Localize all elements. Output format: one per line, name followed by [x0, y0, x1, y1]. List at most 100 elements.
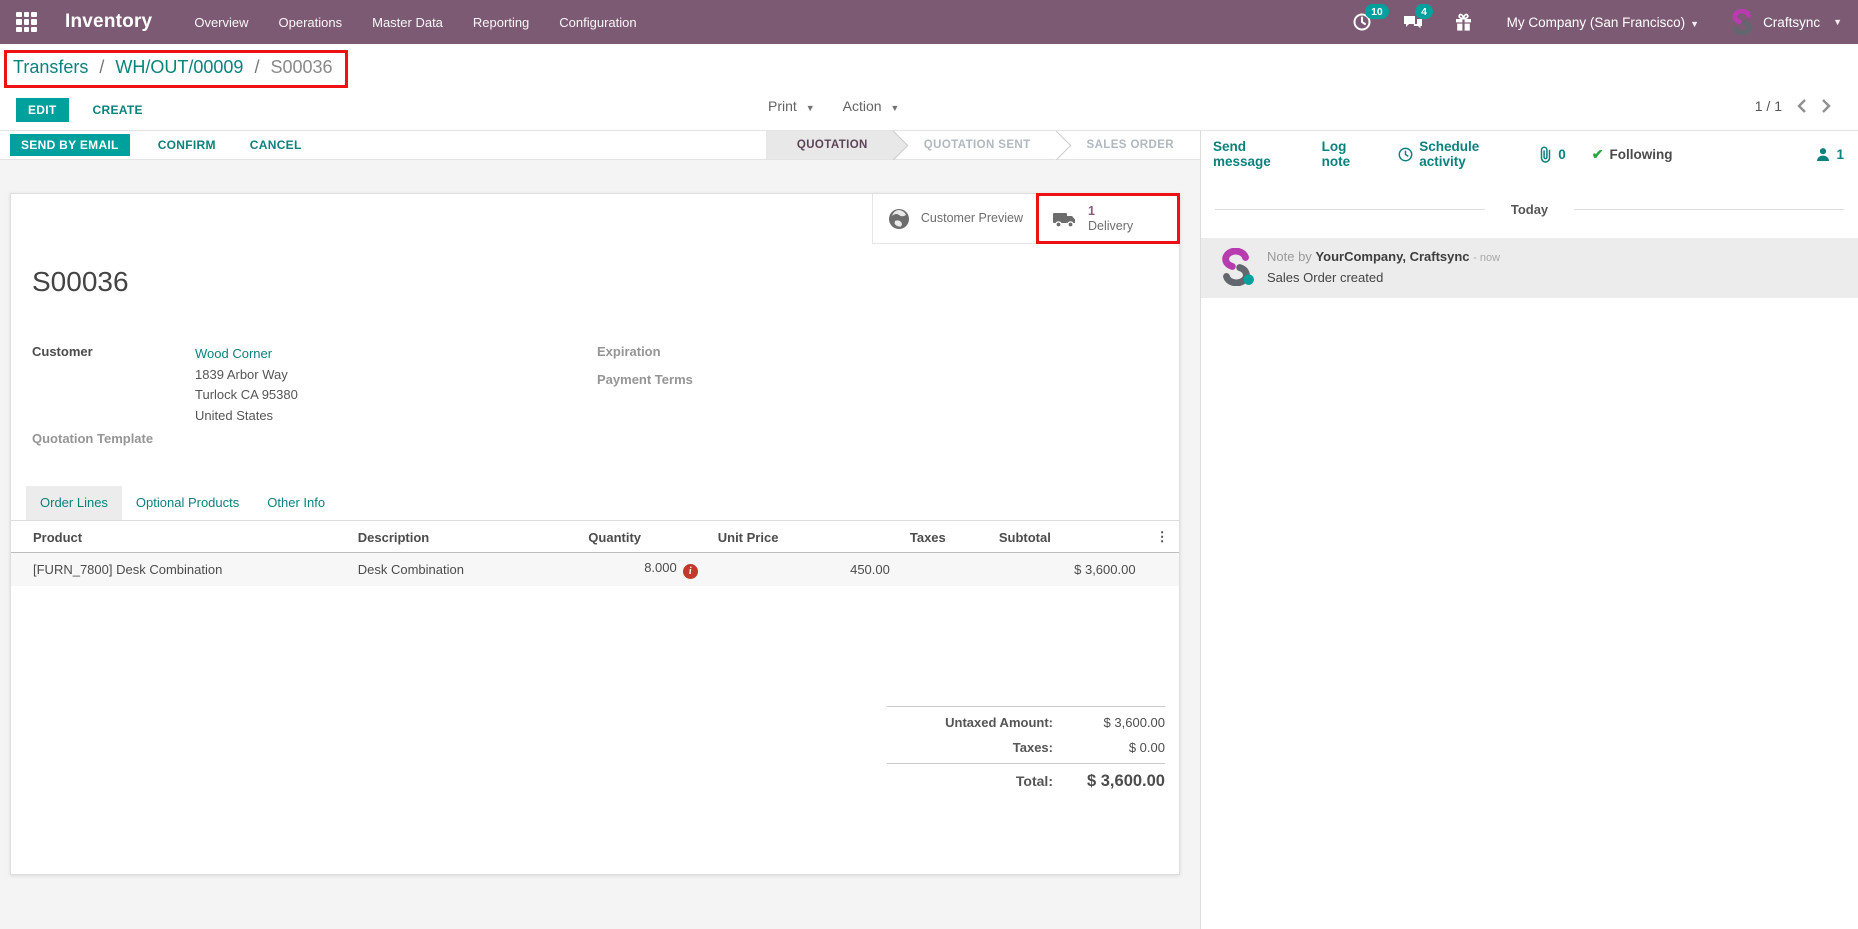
attachment-count: 0 — [1558, 146, 1566, 162]
message-author[interactable]: YourCompany, Craftsync — [1315, 249, 1470, 264]
payment-terms-label: Payment Terms — [597, 372, 693, 387]
menu-overview[interactable]: Overview — [194, 14, 249, 30]
gift-icon — [1454, 12, 1473, 32]
form-background: Customer Preview 1 Delivery S00036 C — [0, 160, 1200, 929]
quotation-template-label: Quotation Template — [32, 431, 154, 446]
notebook-tabs: Order Lines Optional Products Other Info — [11, 486, 1179, 521]
clock-outline-icon — [1398, 147, 1413, 162]
customer-label: Customer — [32, 344, 93, 359]
attachments-button[interactable]: 0 — [1538, 146, 1566, 163]
breadcrumb-transfers[interactable]: Transfers — [13, 57, 89, 77]
company-switcher[interactable]: My Company (San Francisco) ▼ — [1506, 14, 1700, 30]
message-time: - now — [1473, 252, 1501, 264]
cell-description[interactable]: Desk Combination — [357, 562, 464, 577]
gift-button[interactable] — [1454, 12, 1473, 32]
chatter-message[interactable]: Note by YourCompany, Craftsync - now Sal… — [1201, 238, 1858, 298]
taxes-value: $ 0.00 — [1128, 740, 1165, 755]
column-header-unit-price[interactable]: Unit Price — [707, 521, 900, 553]
menu-operations[interactable]: Operations — [278, 14, 343, 30]
send-by-email-button[interactable]: SEND BY EMAIL — [10, 134, 130, 156]
tab-order-lines[interactable]: Order Lines — [26, 486, 122, 520]
statusbar: SEND BY EMAIL CONFIRM CANCEL QUOTATION Q… — [0, 131, 1200, 160]
cancel-button[interactable]: CANCEL — [244, 137, 308, 153]
chevron-down-icon: ▼ — [890, 103, 900, 113]
cell-subtotal[interactable]: $ 3,600.00 — [1074, 562, 1136, 577]
user-avatar — [1729, 9, 1755, 35]
breadcrumb-current: S00036 — [270, 57, 333, 77]
schedule-activity-button[interactable]: Schedule activity — [1398, 139, 1510, 169]
cell-unit-price[interactable]: 450.00 — [850, 562, 890, 577]
delivery-smart-button[interactable]: 1 Delivery — [1036, 193, 1180, 244]
customer-link[interactable]: Wood Corner — [195, 346, 273, 361]
delivery-count: 1 — [1088, 204, 1095, 219]
column-header-description[interactable]: Description — [347, 521, 579, 553]
column-header-taxes[interactable]: Taxes — [899, 521, 989, 553]
smart-buttons: Customer Preview 1 Delivery — [871, 193, 1180, 244]
print-dropdown[interactable]: Print ▼ — [768, 98, 815, 114]
log-note-button[interactable]: Log note — [1321, 139, 1351, 169]
globe-icon — [887, 207, 911, 231]
edit-button[interactable]: EDIT — [16, 98, 69, 122]
menu-reporting[interactable]: Reporting — [472, 14, 530, 30]
create-button[interactable]: CREATE — [87, 102, 149, 118]
stock-warning-icon[interactable]: i — [682, 564, 698, 579]
followers-button[interactable]: 1 — [1816, 147, 1844, 162]
menu-master-data[interactable]: Master Data — [372, 14, 443, 30]
pager-counter: 1 / 1 — [1754, 98, 1782, 114]
date-divider: Today — [1215, 202, 1844, 217]
messages-button[interactable]: 4 — [1402, 4, 1434, 32]
pager-previous-button[interactable] — [1796, 98, 1807, 114]
status-stages: QUOTATION QUOTATION SENT SALES ORDER — [765, 131, 1200, 159]
column-header-product[interactable]: Product — [11, 521, 348, 553]
message-prefix: Note by — [1267, 249, 1312, 264]
apps-menu-icon[interactable] — [16, 11, 37, 33]
user-menu[interactable]: Craftsync ▼ — [1729, 9, 1842, 35]
customer-address-line: Turlock CA 95380 — [195, 387, 298, 402]
cell-product[interactable]: [FURN_7800] Desk Combination — [33, 562, 223, 577]
optional-columns-icon[interactable]: ⋮ — [1145, 521, 1179, 553]
chevron-down-icon: ▼ — [805, 103, 815, 113]
customer-address-line: 1839 Arbor Way — [195, 366, 288, 382]
order-line-row[interactable]: [FURN_7800] Desk Combination Desk Combin… — [11, 552, 1179, 587]
customer-preview-button[interactable]: Customer Preview — [872, 194, 1037, 243]
untaxed-amount-value: $ 3,600.00 — [1103, 715, 1165, 730]
stage-quotation[interactable]: QUOTATION — [766, 131, 894, 159]
app-title[interactable]: Inventory — [65, 11, 153, 32]
column-header-subtotal[interactable]: Subtotal — [988, 521, 1146, 553]
cell-quantity[interactable]: 8.000 i — [578, 553, 707, 587]
breadcrumb: Transfers / WH/OUT/00009 / S00036 — [13, 57, 333, 77]
order-totals: Untaxed Amount: $ 3,600.00 Taxes: $ 0.00… — [887, 706, 1165, 796]
tab-other-info[interactable]: Other Info — [267, 495, 326, 510]
person-icon — [1816, 147, 1830, 162]
activities-badge: 10 — [1364, 4, 1390, 19]
chevron-down-icon: ▼ — [1833, 17, 1842, 27]
pager-next-button[interactable] — [1821, 98, 1832, 114]
follower-count: 1 — [1836, 146, 1844, 162]
check-icon: ✔ — [1591, 145, 1604, 162]
stage-quotation-sent[interactable]: QUOTATION SENT — [893, 131, 1057, 159]
message-body: Sales Order created — [1267, 270, 1384, 285]
customer-address-line: United States — [195, 407, 274, 423]
order-title: S00036 — [32, 266, 129, 297]
confirm-button[interactable]: CONFIRM — [152, 137, 222, 153]
cell-taxes[interactable] — [900, 553, 989, 587]
total-value: $ 3,600.00 — [1087, 772, 1165, 790]
column-header-quantity[interactable]: Quantity — [578, 521, 708, 553]
tab-optional-products[interactable]: Optional Products — [135, 495, 240, 510]
action-dropdown[interactable]: Action ▼ — [842, 98, 900, 114]
breadcrumb-highlight-box: Transfers / WH/OUT/00009 / S00036 — [4, 50, 348, 88]
menu-configuration[interactable]: Configuration — [559, 14, 637, 30]
online-status-dot — [1243, 274, 1254, 285]
total-label: Total: — [1015, 773, 1053, 789]
form-sheet: Customer Preview 1 Delivery S00036 C — [10, 193, 1180, 875]
expiration-label: Expiration — [597, 344, 661, 359]
taxes-label: Taxes: — [1012, 740, 1053, 755]
top-navbar: Inventory Overview Operations Master Dat… — [0, 0, 1858, 44]
send-message-button[interactable]: Send message — [1213, 139, 1271, 169]
control-panel: Transfers / WH/OUT/00009 / S00036 EDIT C… — [0, 44, 1858, 130]
activities-button[interactable]: 10 — [1352, 4, 1390, 32]
following-button[interactable]: ✔ Following — [1591, 145, 1673, 162]
breadcrumb-picking[interactable]: WH/OUT/00009 — [115, 57, 244, 77]
stage-sales-order[interactable]: SALES ORDER — [1056, 131, 1200, 159]
clock-icon — [1352, 12, 1372, 32]
